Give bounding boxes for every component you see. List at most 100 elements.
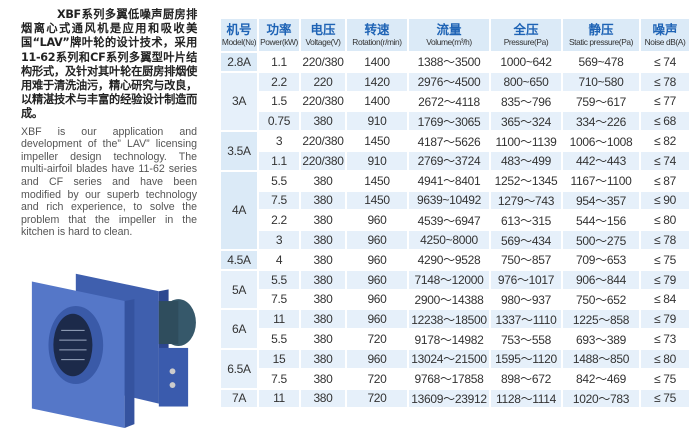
cell-power: 5.5 — [271, 332, 287, 347]
cell-static-pressure: 1020～783 — [563, 389, 639, 408]
table-row: 5.5 380 720 9178～14982 753～558 693～389 ≤ 73 — [221, 330, 689, 348]
table-row: 4.5A 4 380 960 4290～9528 750～857 709～653 ≤ 75 — [221, 250, 689, 269]
cell-volume: 13609～23912 — [409, 389, 489, 408]
cell-noise: ≤ 73 — [653, 332, 677, 347]
cell-voltage: 220/380 — [301, 151, 345, 170]
cell-power: 3 — [275, 134, 283, 149]
cell-model: 6A — [221, 310, 257, 348]
cell-voltage: 380 — [313, 213, 333, 228]
cell-voltage: 380 — [301, 270, 345, 289]
cell-rotation: 960 — [347, 231, 407, 249]
cell-rotation: 960 — [367, 252, 387, 267]
cell-rotation: 1400 — [364, 54, 390, 69]
cell-static-pressure: 1225～858 — [563, 310, 639, 329]
cell-voltage: 380 — [313, 173, 333, 188]
header-pressure: 全压 Pressure(Pa) — [491, 19, 561, 51]
cell-pressure: 1337～1110 — [491, 310, 561, 329]
header-en: Volume(m³/h) — [426, 37, 472, 47]
cell-static-pressure: 1167～1100 — [570, 174, 632, 189]
cell-noise: ≤ 90 — [641, 191, 689, 210]
cell-rotation: 960 — [347, 310, 407, 329]
cell-model: 7A — [221, 389, 257, 408]
table-row: 0.75 380 910 1769～3065 365～324 334～226 ≤ 68 — [221, 112, 689, 131]
header-zh: 转速 — [364, 22, 390, 37]
table-row: 7A 11 380 720 13609～23912 1128～1114 1020～783 ≤ … — [221, 389, 689, 408]
cell-noise: ≤ 77 — [653, 94, 677, 109]
cell-power: 2.2 — [271, 213, 287, 228]
cell-volume: 4290～9528 — [417, 253, 481, 268]
cell-voltage: 380 — [313, 332, 333, 347]
header-en: Pressure(Pa) — [503, 37, 549, 47]
header-voltage: 电压 Voltage(V) — [301, 19, 345, 51]
cell-noise: ≤ 75 — [641, 389, 689, 408]
header-zh: 流量 — [436, 22, 462, 37]
cell-pressure: 1252～1345 — [494, 174, 558, 189]
cell-rotation: 1450 — [347, 191, 407, 210]
cell-volume: 12238～18500 — [409, 310, 489, 329]
header-en: Power(kW) — [260, 37, 298, 47]
cell-power: 11 — [259, 389, 299, 408]
cell-static-pressure: 759～617 — [576, 94, 626, 109]
cell-model: 4.5A — [221, 250, 257, 269]
cell-rotation: 1450 — [364, 173, 390, 188]
table-row: 7.5 380 960 2900～14388 980～937 750～652 ≤ 84 — [221, 291, 689, 309]
cell-noise: ≤ 82 — [653, 134, 677, 149]
header-static-pressure: 静压 Static pressure(Pa) — [563, 19, 639, 51]
cell-volume: 9768～17858 — [414, 372, 484, 387]
header-zh: 电压 — [310, 22, 336, 37]
cell-model: 4A — [221, 171, 257, 249]
cell-pressure: 1000~642 — [500, 54, 552, 69]
cell-static-pressure: 544～156 — [576, 213, 626, 228]
cell-voltage: 380 — [301, 349, 345, 368]
cell-noise: ≤ 74 — [641, 151, 689, 170]
cell-model: 6.5A — [221, 349, 257, 388]
cell-rotation: 960 — [367, 213, 387, 228]
header-zh: 静压 — [588, 22, 614, 37]
cell-model: 2.8A — [221, 53, 257, 71]
cell-model: 3.5A — [221, 132, 257, 170]
cell-power: 0.75 — [259, 112, 299, 131]
header-rotation: 转速 Rotation(r/min) — [347, 19, 407, 51]
cell-rotation: 720 — [367, 371, 387, 386]
cell-noise: ≤ 84 — [653, 292, 677, 307]
cell-pressure: 898～672 — [501, 372, 551, 387]
cell-static-pressure: 1488～850 — [563, 349, 639, 368]
intro-english: XBF is our application and development o… — [21, 125, 197, 239]
cell-volume: 13024～21500 — [409, 349, 489, 368]
header-model: 机号 Model(№) — [221, 19, 257, 51]
cell-static-pressure: 693～389 — [576, 332, 626, 347]
cell-static-pressure: 569~478 — [578, 54, 624, 69]
table-row: 1.1 220/380 910 2769～3724 483～499 442～443 ≤ 74 — [221, 151, 689, 170]
header-en: Voltage(V) — [305, 37, 341, 47]
intro-text: XBF系列多翼低噪声厨房排烟离心式通风机是应用和吸收美国“LAV”牌叶轮的设计技… — [21, 8, 197, 239]
cell-pressure: 613～315 — [501, 213, 551, 228]
cell-rotation: 720 — [367, 332, 387, 347]
cell-static-pressure: 710~580 — [563, 72, 639, 91]
cell-rotation: 960 — [347, 349, 407, 368]
cell-voltage: 220 — [301, 72, 345, 91]
table-row: 3 380 960 4250~8000 569～434 500～275 ≤ 78 — [221, 231, 689, 249]
cell-pressure: 980～937 — [501, 292, 551, 307]
cell-pressure: 365～324 — [491, 112, 561, 131]
cell-voltage: 380 — [313, 252, 333, 267]
cell-noise: ≤ 79 — [641, 310, 689, 329]
cell-static-pressure: 334～226 — [563, 112, 639, 131]
cell-pressure: 483～499 — [491, 151, 561, 170]
cell-static-pressure: 842～469 — [576, 372, 626, 387]
cell-static-pressure: 500～275 — [563, 231, 639, 249]
table-row: 2.2 380 960 4539～6947 613～315 544～156 ≤ 80 — [221, 211, 689, 229]
cell-rotation: 910 — [347, 151, 407, 170]
cell-power: 2.2 — [259, 72, 299, 91]
cell-rotation: 910 — [347, 112, 407, 131]
cell-pressure: 800~650 — [491, 72, 561, 91]
cell-power: 15 — [259, 349, 299, 368]
cell-volume: 9178～14982 — [414, 332, 484, 347]
cell-pressure: 569～434 — [491, 231, 561, 249]
cell-power: 7.5 — [259, 191, 299, 210]
cell-rotation: 1420 — [347, 72, 407, 91]
table-row: 4A 5.5 380 1450 4941～8401 1252～1345 1167～1100 ≤… — [221, 171, 689, 249]
cell-volume: 4539～6947 — [417, 213, 481, 228]
cell-power: 11 — [259, 310, 299, 329]
cell-noise: ≤ 80 — [641, 349, 689, 368]
cell-static-pressure: 954～357 — [563, 191, 639, 210]
